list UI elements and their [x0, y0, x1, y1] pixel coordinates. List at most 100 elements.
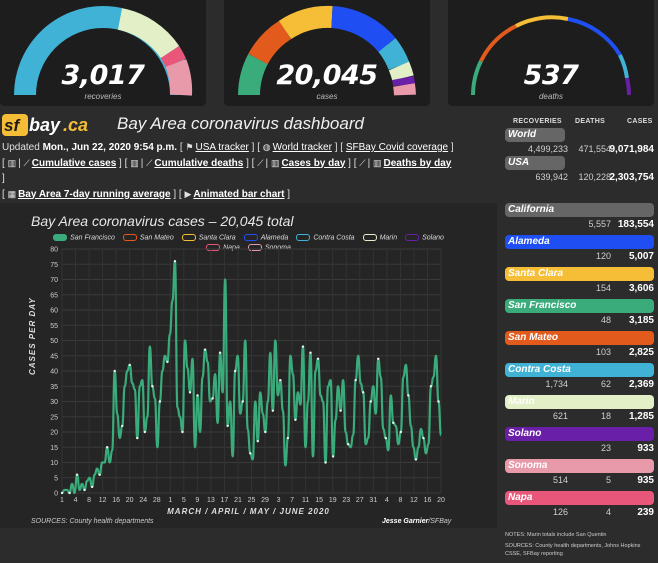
line-chart-icon: ⟋ — [23, 157, 30, 168]
row-name: Sonoma — [508, 460, 548, 471]
world-tracker-link[interactable]: World tracker — [272, 142, 332, 153]
county-row-san-mateo[interactable]: San Mateo — [505, 331, 654, 345]
legend-label: San Francisco — [70, 234, 115, 242]
col-deaths: DEATHS — [575, 118, 606, 125]
data-point — [203, 348, 207, 351]
row-recoveries: 639,942 — [535, 172, 568, 182]
row-recoveries: 4,499,233 — [527, 144, 568, 154]
data-point — [241, 400, 244, 403]
county-row-sonoma[interactable]: Sonoma — [505, 459, 654, 473]
cumulative-deaths-link[interactable]: Cumulative deaths — [154, 157, 244, 169]
x-tick-label: 13 — [207, 497, 215, 504]
x-tick-label: 27 — [356, 497, 364, 504]
row-recoveries: 621 — [552, 411, 568, 421]
row-name: Solano — [508, 428, 542, 439]
row-cases: 2,303,754 — [609, 172, 655, 183]
running-average-link[interactable]: Bay Area 7-day running average — [18, 188, 171, 200]
data-point — [83, 488, 86, 492]
county-row-san-francisco[interactable]: San Francisco — [505, 299, 654, 313]
legend-item[interactable]: Marin — [362, 234, 397, 241]
chart-title: Bay Area coronavirus cases – 20,045 tota… — [31, 213, 294, 229]
legend-item[interactable]: San Mateo — [122, 234, 174, 242]
county-row-alameda[interactable]: Alameda — [505, 235, 654, 249]
row-deaths: 103 — [595, 347, 611, 357]
gauge-cases-label: cases — [316, 92, 338, 101]
y-tick-label: 40 — [50, 369, 58, 376]
row-name: Napa — [508, 492, 533, 503]
notes-line-2: SOURCES: County health departments, John… — [505, 543, 641, 557]
gauge-deaths-value: 537 — [523, 60, 579, 91]
col-cases: CASES — [627, 118, 653, 125]
sfbay-logo[interactable]: sf bay .ca — [2, 113, 110, 137]
chart-legend: San Francisco San Mateo Santa Clara Alameda… — [0, 234, 497, 255]
data-point — [339, 409, 342, 412]
x-tick-label: 1 — [60, 497, 64, 504]
x-tick-label: 16 — [424, 497, 432, 504]
cumulative-cases-link[interactable]: Cumulative cases — [31, 157, 117, 169]
data-point — [279, 378, 282, 382]
svg-text:bay: bay — [29, 115, 61, 135]
animated-bar-chart-link[interactable]: Animated bar chart — [193, 188, 285, 200]
bar-chart-icon: ▥ — [373, 157, 382, 168]
county-row-usa[interactable]: USA — [505, 156, 565, 170]
data-point — [361, 391, 365, 394]
nav-links: Updated Mon., Jun 22, 2020 9:54 p.m. [ ⚑… — [2, 140, 497, 202]
data-point — [249, 452, 252, 455]
county-row-california[interactable]: California — [505, 203, 654, 217]
svg-text:sf: sf — [4, 116, 21, 135]
data-point — [128, 363, 131, 367]
data-point — [309, 351, 312, 354]
legend-item[interactable]: Sonoma — [247, 244, 291, 252]
row-name: Marin — [508, 396, 535, 407]
data-point — [422, 436, 425, 440]
data-point — [407, 394, 410, 397]
county-row-santa-clara[interactable]: Santa Clara — [505, 267, 654, 281]
y-tick-label: 10 — [50, 460, 58, 467]
x-tick-label: 12 — [410, 497, 418, 504]
row-cases: 2,825 — [628, 347, 654, 358]
x-tick-label: 20 — [126, 497, 134, 504]
row-recoveries: 1,734 — [545, 379, 568, 389]
row-cases: 1,285 — [628, 411, 654, 422]
legend-item[interactable]: Santa Clara — [181, 234, 236, 241]
legend-item[interactable]: Napa — [206, 244, 240, 252]
x-tick-label: 20 — [437, 497, 445, 504]
legend-swatch — [181, 234, 196, 241]
sfbay-coverage-link[interactable]: SFBay Covid coverage — [345, 142, 449, 153]
data-point — [98, 473, 101, 476]
cases-by-day-link[interactable]: Cases by day — [281, 157, 346, 169]
data-point — [399, 430, 403, 434]
data-point — [354, 378, 357, 382]
legend-label: Sonoma — [264, 244, 291, 252]
county-row-world[interactable]: World — [505, 128, 565, 142]
bar-chart-icon: ▥ — [130, 157, 139, 168]
county-row-solano[interactable]: Solano — [505, 427, 654, 441]
row-name: California — [508, 204, 555, 215]
x-axis-label: MARCH / APRIL / MAY / JUNE 2020 — [167, 507, 330, 516]
data-point — [196, 394, 199, 397]
county-row-napa[interactable]: Napa — [505, 491, 654, 505]
deaths-by-day-link[interactable]: Deaths by day — [383, 157, 452, 169]
data-point — [331, 455, 335, 458]
county-row-marin[interactable]: Marin — [505, 395, 654, 409]
row-cases: 933 — [637, 443, 654, 454]
data-point — [264, 430, 267, 434]
x-tick-label: 29 — [261, 497, 269, 504]
x-tick-label: 16 — [112, 497, 120, 504]
y-tick-label: 70 — [50, 277, 58, 284]
data-point — [226, 424, 229, 428]
legend-item[interactable]: Solano — [405, 234, 444, 241]
usa-tracker-link[interactable]: USA tracker — [195, 142, 249, 153]
gauge-recoveries: 3,017 recoveries — [0, 0, 206, 106]
county-row-contra-costa[interactable]: Contra Costa — [505, 363, 654, 377]
legend-label: San Mateo — [139, 234, 174, 242]
legend-item[interactable]: Contra Costa — [296, 234, 355, 241]
row-deaths: 48 — [600, 315, 611, 325]
data-point — [256, 439, 259, 443]
data-point — [301, 345, 305, 348]
legend-item[interactable]: San Francisco — [53, 234, 115, 241]
y-tick-label: 80 — [50, 247, 58, 254]
legend-item[interactable]: Alameda — [243, 234, 288, 241]
legend-swatch — [53, 234, 68, 241]
